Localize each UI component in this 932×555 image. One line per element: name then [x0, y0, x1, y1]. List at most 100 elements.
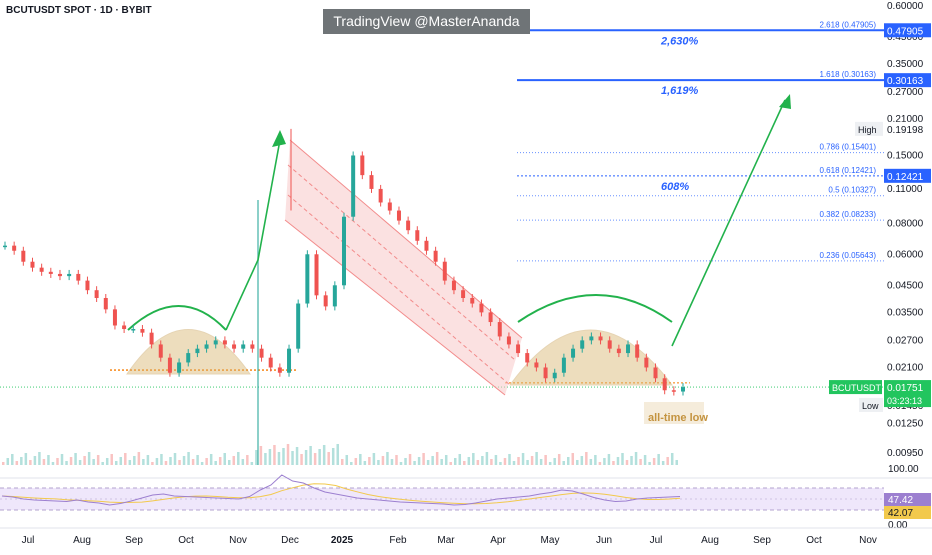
- y-tick-label: 0.01250: [887, 418, 924, 429]
- volume-bar: [291, 451, 294, 465]
- volume-bar: [209, 454, 213, 465]
- candle-body: [571, 348, 576, 358]
- volume-bar: [133, 456, 136, 465]
- y-tick-label: 0.02700: [887, 335, 924, 346]
- candle-body: [525, 353, 530, 363]
- volume-bar: [350, 462, 353, 465]
- volume-bar: [250, 462, 254, 465]
- rsi-value: 47.42: [888, 495, 913, 506]
- candle-body: [323, 295, 328, 307]
- candle-body: [442, 261, 447, 281]
- volume-bar: [467, 457, 471, 465]
- volume-bar: [652, 458, 656, 465]
- volume-bar: [449, 462, 452, 465]
- x-tick-label: Aug: [701, 535, 719, 546]
- volume-bar: [268, 449, 272, 465]
- volume-bar: [42, 459, 46, 465]
- candle-body: [131, 329, 136, 331]
- fib-label: 0.236 (0.05643): [820, 251, 877, 260]
- volume-bar: [295, 447, 299, 465]
- price-tag-bg: [884, 73, 931, 88]
- fib-percent-label: 608%: [661, 181, 689, 193]
- low-label-bg: [859, 397, 883, 412]
- candle-body: [589, 336, 594, 341]
- candle-body: [671, 390, 676, 392]
- volume-bar: [51, 462, 55, 465]
- arc-right: [517, 294, 673, 323]
- fib-percent-label: 2,630%: [660, 35, 699, 47]
- volume-bar: [444, 455, 448, 465]
- volume-bar: [426, 460, 430, 465]
- volume-bar: [458, 454, 462, 465]
- volume-bar: [557, 454, 561, 465]
- candle-body: [250, 344, 255, 349]
- x-tick-label: Feb: [389, 535, 407, 546]
- volume-bar: [300, 454, 303, 465]
- volume-bar: [87, 452, 91, 465]
- volume-bar: [372, 453, 376, 465]
- candle-body: [488, 312, 493, 323]
- volume-bar: [101, 462, 104, 465]
- rsi-tick-0: 0.00: [888, 520, 908, 531]
- volume-bar: [481, 456, 484, 465]
- volume-bar: [309, 446, 312, 465]
- volume-bar: [661, 461, 665, 465]
- candle-body: [67, 273, 72, 277]
- candle-body: [204, 344, 209, 349]
- volume-bar: [146, 455, 150, 465]
- volume-bar: [214, 461, 217, 465]
- candle-body: [662, 378, 667, 391]
- x-tick-label: Jul: [22, 535, 35, 546]
- candle-body: [232, 344, 237, 349]
- volume-bar: [643, 455, 647, 465]
- candle-body: [268, 357, 273, 368]
- volume-bar: [463, 461, 466, 465]
- candle-body: [616, 348, 621, 354]
- x-tick-label: 2025: [331, 535, 354, 546]
- low-label: Low: [862, 401, 879, 411]
- countdown-label: 03:23:13: [887, 396, 922, 406]
- price-tag-bg: [884, 23, 931, 38]
- volume-bar: [508, 454, 511, 465]
- volume-bar: [33, 456, 37, 465]
- x-tick-label: Sep: [125, 535, 143, 546]
- volume-bar: [56, 458, 59, 465]
- candle-body: [21, 250, 26, 262]
- volume-bar: [115, 461, 118, 465]
- volume-bar: [142, 459, 145, 465]
- volume-bar: [173, 453, 177, 465]
- volume-bar: [571, 453, 575, 465]
- y-tick-label: 0.00950: [887, 448, 924, 459]
- volume-bar: [282, 448, 285, 465]
- volume-bar: [526, 460, 529, 465]
- volume-bar: [318, 449, 321, 465]
- candle-body: [342, 216, 346, 286]
- volume-bar: [476, 460, 480, 465]
- volume-bar: [223, 453, 226, 465]
- volume-bar: [530, 456, 534, 465]
- volume-bar: [354, 458, 358, 465]
- fib-label: 0.382 (0.08233): [820, 210, 877, 219]
- channel-lower-line: [284, 219, 506, 396]
- volume-bar: [228, 460, 231, 465]
- volume-bar: [535, 452, 538, 465]
- volume-bar: [246, 455, 249, 465]
- x-tick-label: Jun: [596, 535, 612, 546]
- volume-bar: [74, 453, 77, 465]
- volume-bar: [237, 452, 240, 465]
- watermark: TradingView @MasterAnanda: [323, 9, 530, 34]
- candle-body: [607, 340, 612, 349]
- volume-bar: [187, 452, 190, 465]
- y-tick-label: 0.35000: [887, 59, 924, 70]
- price-tag-bg: [884, 168, 931, 183]
- candle-body: [222, 340, 227, 345]
- x-tick-label: Mar: [437, 535, 455, 546]
- y-tick-label: 0.02100: [887, 362, 924, 373]
- volume-bar: [313, 453, 317, 465]
- volume-bar: [521, 453, 525, 465]
- downtrend-channel: [285, 140, 522, 395]
- volume-bar: [594, 455, 597, 465]
- candle-body: [543, 367, 548, 379]
